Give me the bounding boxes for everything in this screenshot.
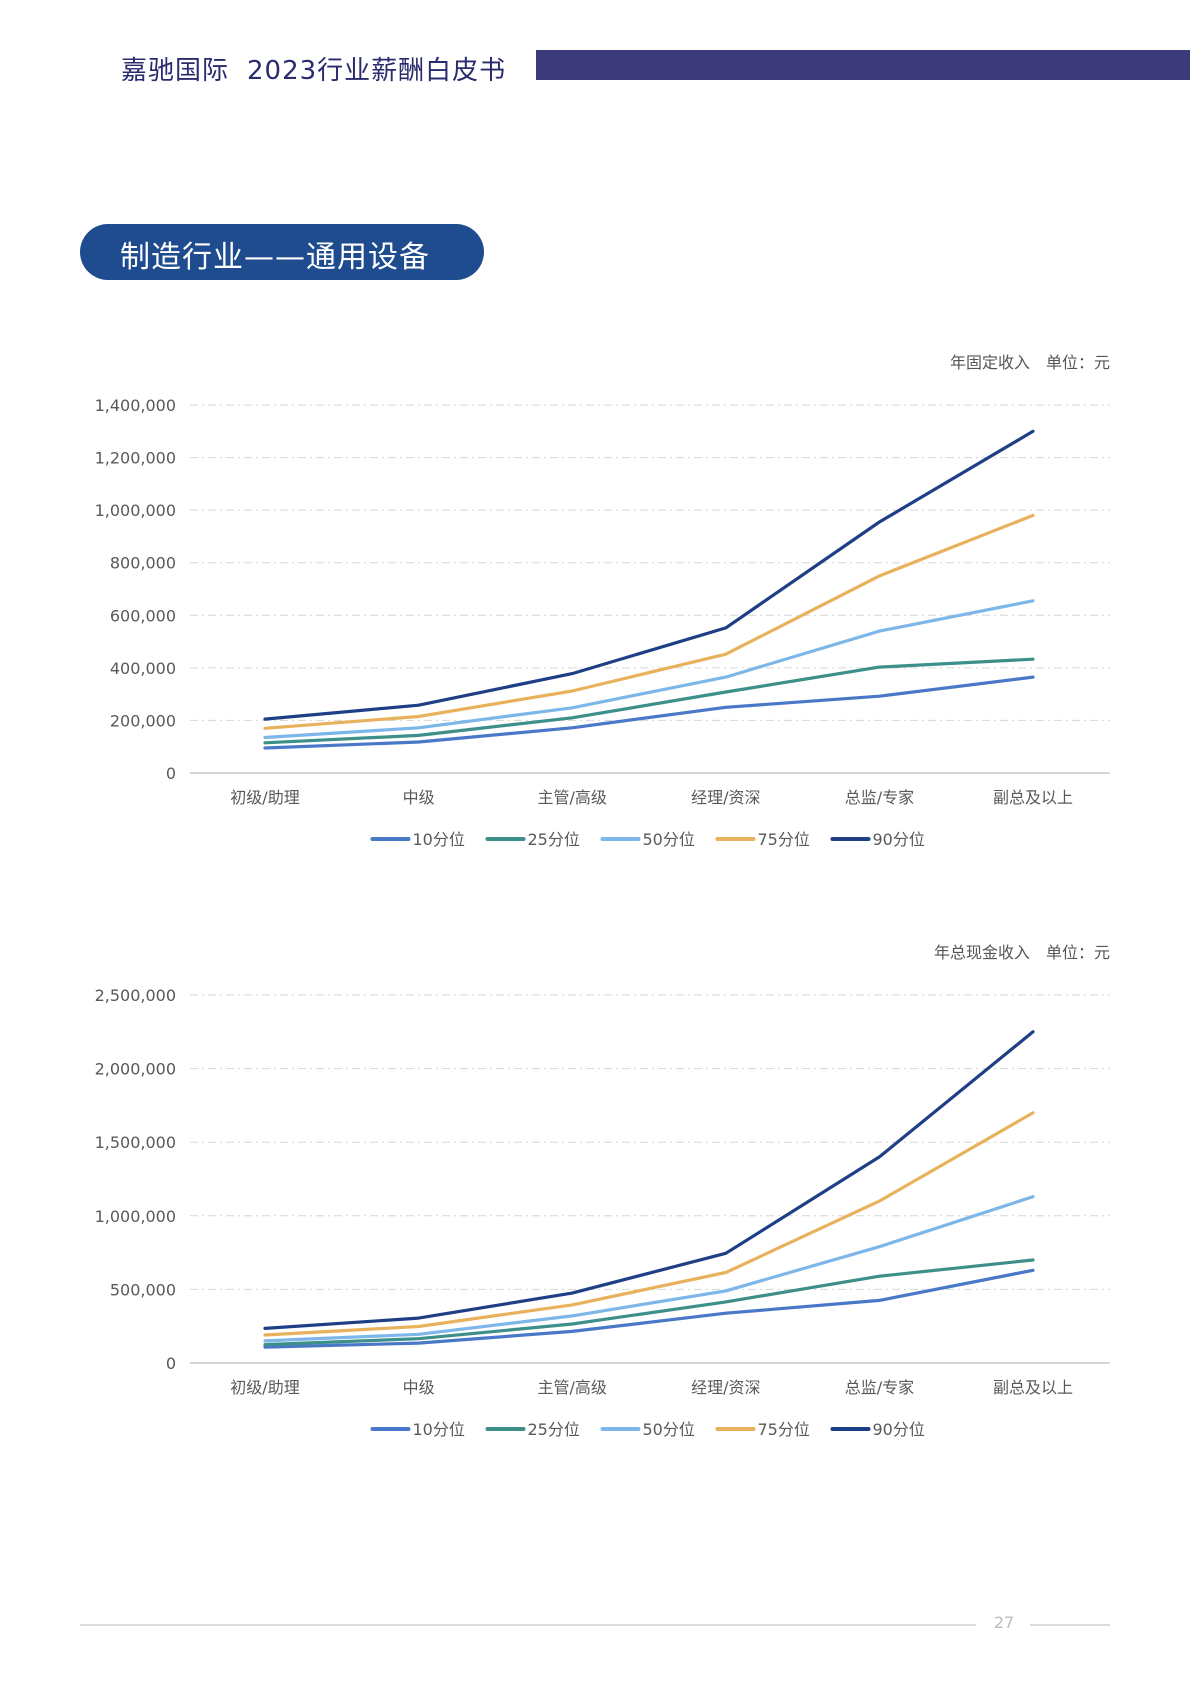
x-tick-label: 中级 (403, 788, 435, 807)
y-tick-label: 400,000 (110, 659, 176, 678)
series-line-10分位 (263, 675, 1035, 750)
total-cash-chart: 年总现金收入 单位：元 0 500,000 1,000,000 1,500,000 2,0… (0, 930, 1190, 1460)
brand-name: 嘉驰国际 (121, 56, 230, 86)
chart-unit-note: 年固定收入 单位：元 (950, 353, 1110, 372)
y-tick-label: 800,000 (110, 554, 176, 573)
x-tick-label: 总监/专家 (845, 788, 914, 807)
x-tick-label: 经理/资深 (691, 1378, 760, 1397)
y-tick-label: 1,500,000 (95, 1133, 176, 1152)
x-tick-label: 主管/高级 (537, 788, 606, 807)
legend-label: 25分位 (528, 830, 580, 849)
series-line-25分位 (263, 1258, 1035, 1347)
y-tick-label: 1,000,000 (95, 501, 176, 520)
fixed-income-chart-svg: 年固定收入 单位：元 0 200,000 400,000 600,000 800,000 1… (95, 353, 1110, 849)
page-footer: 27 (0, 1610, 1190, 1640)
x-tick-label: 主管/高级 (537, 1378, 606, 1397)
header-title: 嘉驰国际 2023行业薪酬白皮书 (121, 50, 506, 87)
x-tick-label: 副总及以上 (993, 1378, 1073, 1397)
legend-label: 10分位 (413, 1420, 465, 1439)
legend-label: 90分位 (873, 1420, 925, 1439)
chart-unit-note: 年总现金收入 单位：元 (934, 943, 1110, 962)
x-tick-label: 总监/专家 (845, 1378, 914, 1397)
x-tick-label: 初级/助理 (230, 1378, 299, 1397)
x-tick-label: 中级 (403, 1378, 435, 1397)
series-line-50分位 (263, 1195, 1035, 1343)
legend-label: 75分位 (758, 830, 810, 849)
y-tick-label: 600,000 (110, 606, 176, 625)
report-title: 2023行业薪酬白皮书 (247, 56, 507, 86)
y-tick-label: 500,000 (110, 1280, 176, 1299)
x-tick-label: 副总及以上 (993, 788, 1073, 807)
legend-label: 50分位 (643, 830, 695, 849)
legend-label: 25分位 (528, 1420, 580, 1439)
y-tick-label: 1,200,000 (95, 449, 176, 468)
y-tick-label: 200,000 (110, 711, 176, 730)
y-tick-label: 1,400,000 (95, 396, 176, 415)
y-tick-label: 1,000,000 (95, 1207, 176, 1226)
x-tick-label: 初级/助理 (230, 788, 299, 807)
legend-label: 75分位 (758, 1420, 810, 1439)
footer-rule-right (1030, 1624, 1110, 1626)
x-tick-label: 经理/资深 (691, 788, 760, 807)
y-tick-label: 2,500,000 (95, 986, 176, 1005)
y-tick-label: 2,000,000 (95, 1060, 176, 1079)
footer-rule-left (80, 1624, 976, 1626)
series-line-90分位 (263, 429, 1035, 721)
total-cash-chart-svg: 年总现金收入 单位：元 0 500,000 1,000,000 1,500,000 2,0… (95, 943, 1110, 1439)
section-title-pill: 制造行业——通用设备 (80, 224, 484, 280)
legend-label: 90分位 (873, 830, 925, 849)
series-line-25分位 (263, 657, 1035, 745)
legend-label: 50分位 (643, 1420, 695, 1439)
page-number: 27 (993, 1613, 1015, 1632)
series-line-75分位 (263, 1111, 1035, 1337)
header-accent-bar (536, 50, 1190, 80)
y-tick-label: 0 (166, 764, 176, 783)
legend-label: 10分位 (413, 830, 465, 849)
section-title: 制造行业——通用设备 (120, 240, 430, 275)
y-tick-label: 0 (166, 1354, 176, 1373)
series-line-10分位 (263, 1268, 1035, 1349)
series-line-90分位 (263, 1030, 1035, 1330)
series-line-75分位 (263, 513, 1035, 730)
series-line-50分位 (263, 599, 1035, 740)
fixed-income-chart: 年固定收入 单位：元 0 200,000 400,000 600,000 800,000 1… (0, 340, 1190, 870)
page-header: 嘉驰国际 2023行业薪酬白皮书 (0, 44, 1190, 88)
